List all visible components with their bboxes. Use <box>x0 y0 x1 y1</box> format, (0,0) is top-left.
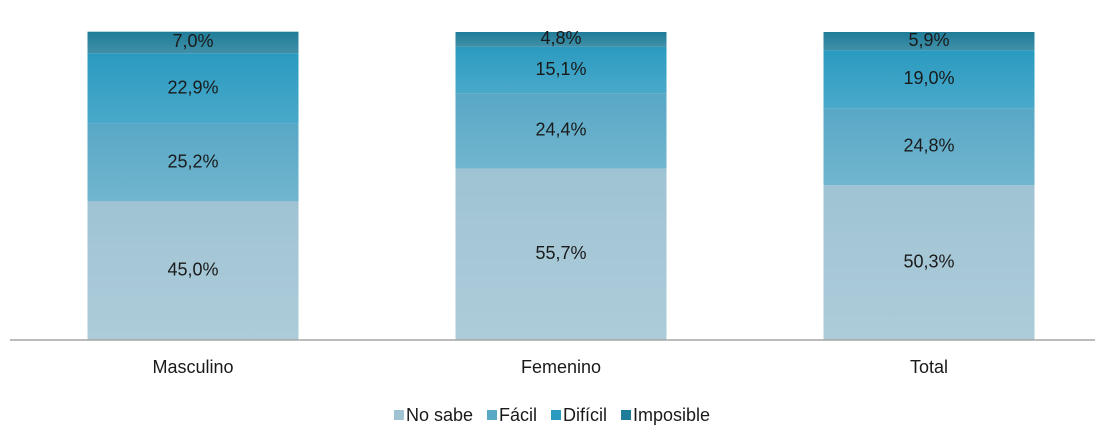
x-tick-label: Femenino <box>521 357 601 377</box>
bar-segment <box>87 123 299 202</box>
bar-segment <box>823 32 1035 51</box>
legend-label: Imposible <box>633 405 710 425</box>
data-label: 22,9% <box>167 77 218 97</box>
bar-segment <box>823 108 1035 186</box>
bar-segment <box>823 50 1035 109</box>
data-label: 7,0% <box>172 31 213 51</box>
bar-segment <box>87 31 299 54</box>
bar-segment <box>455 168 667 340</box>
data-label: 24,8% <box>903 136 954 156</box>
legend-label: Fácil <box>499 405 537 425</box>
bar-segment <box>87 201 299 340</box>
legend-swatch <box>393 410 404 420</box>
data-label: 45,0% <box>167 259 218 279</box>
legend-swatch <box>621 410 632 420</box>
legend-label: Difícil <box>563 405 607 425</box>
data-label: 19,0% <box>903 68 954 88</box>
bar-segment <box>823 185 1035 340</box>
legend-swatch <box>551 410 562 420</box>
data-label: 4,8% <box>540 28 581 48</box>
legend-label: No sabe <box>406 405 473 425</box>
legend: No sabe Fácil Difícil Imposible <box>393 405 710 425</box>
legend-swatch <box>486 410 497 420</box>
data-label: 50,3% <box>903 251 954 271</box>
data-label: 55,7% <box>535 243 586 263</box>
bar-segment <box>455 93 667 169</box>
bar-segment <box>455 46 667 94</box>
data-label: 25,2% <box>167 151 218 171</box>
x-tick-label: Total <box>910 357 948 377</box>
data-label: 15,1% <box>535 59 586 79</box>
data-label: 24,4% <box>535 120 586 140</box>
bar-segment <box>87 53 299 124</box>
x-tick-label: Masculino <box>152 357 233 377</box>
bar-segment <box>455 32 667 47</box>
data-label: 5,9% <box>908 30 949 50</box>
